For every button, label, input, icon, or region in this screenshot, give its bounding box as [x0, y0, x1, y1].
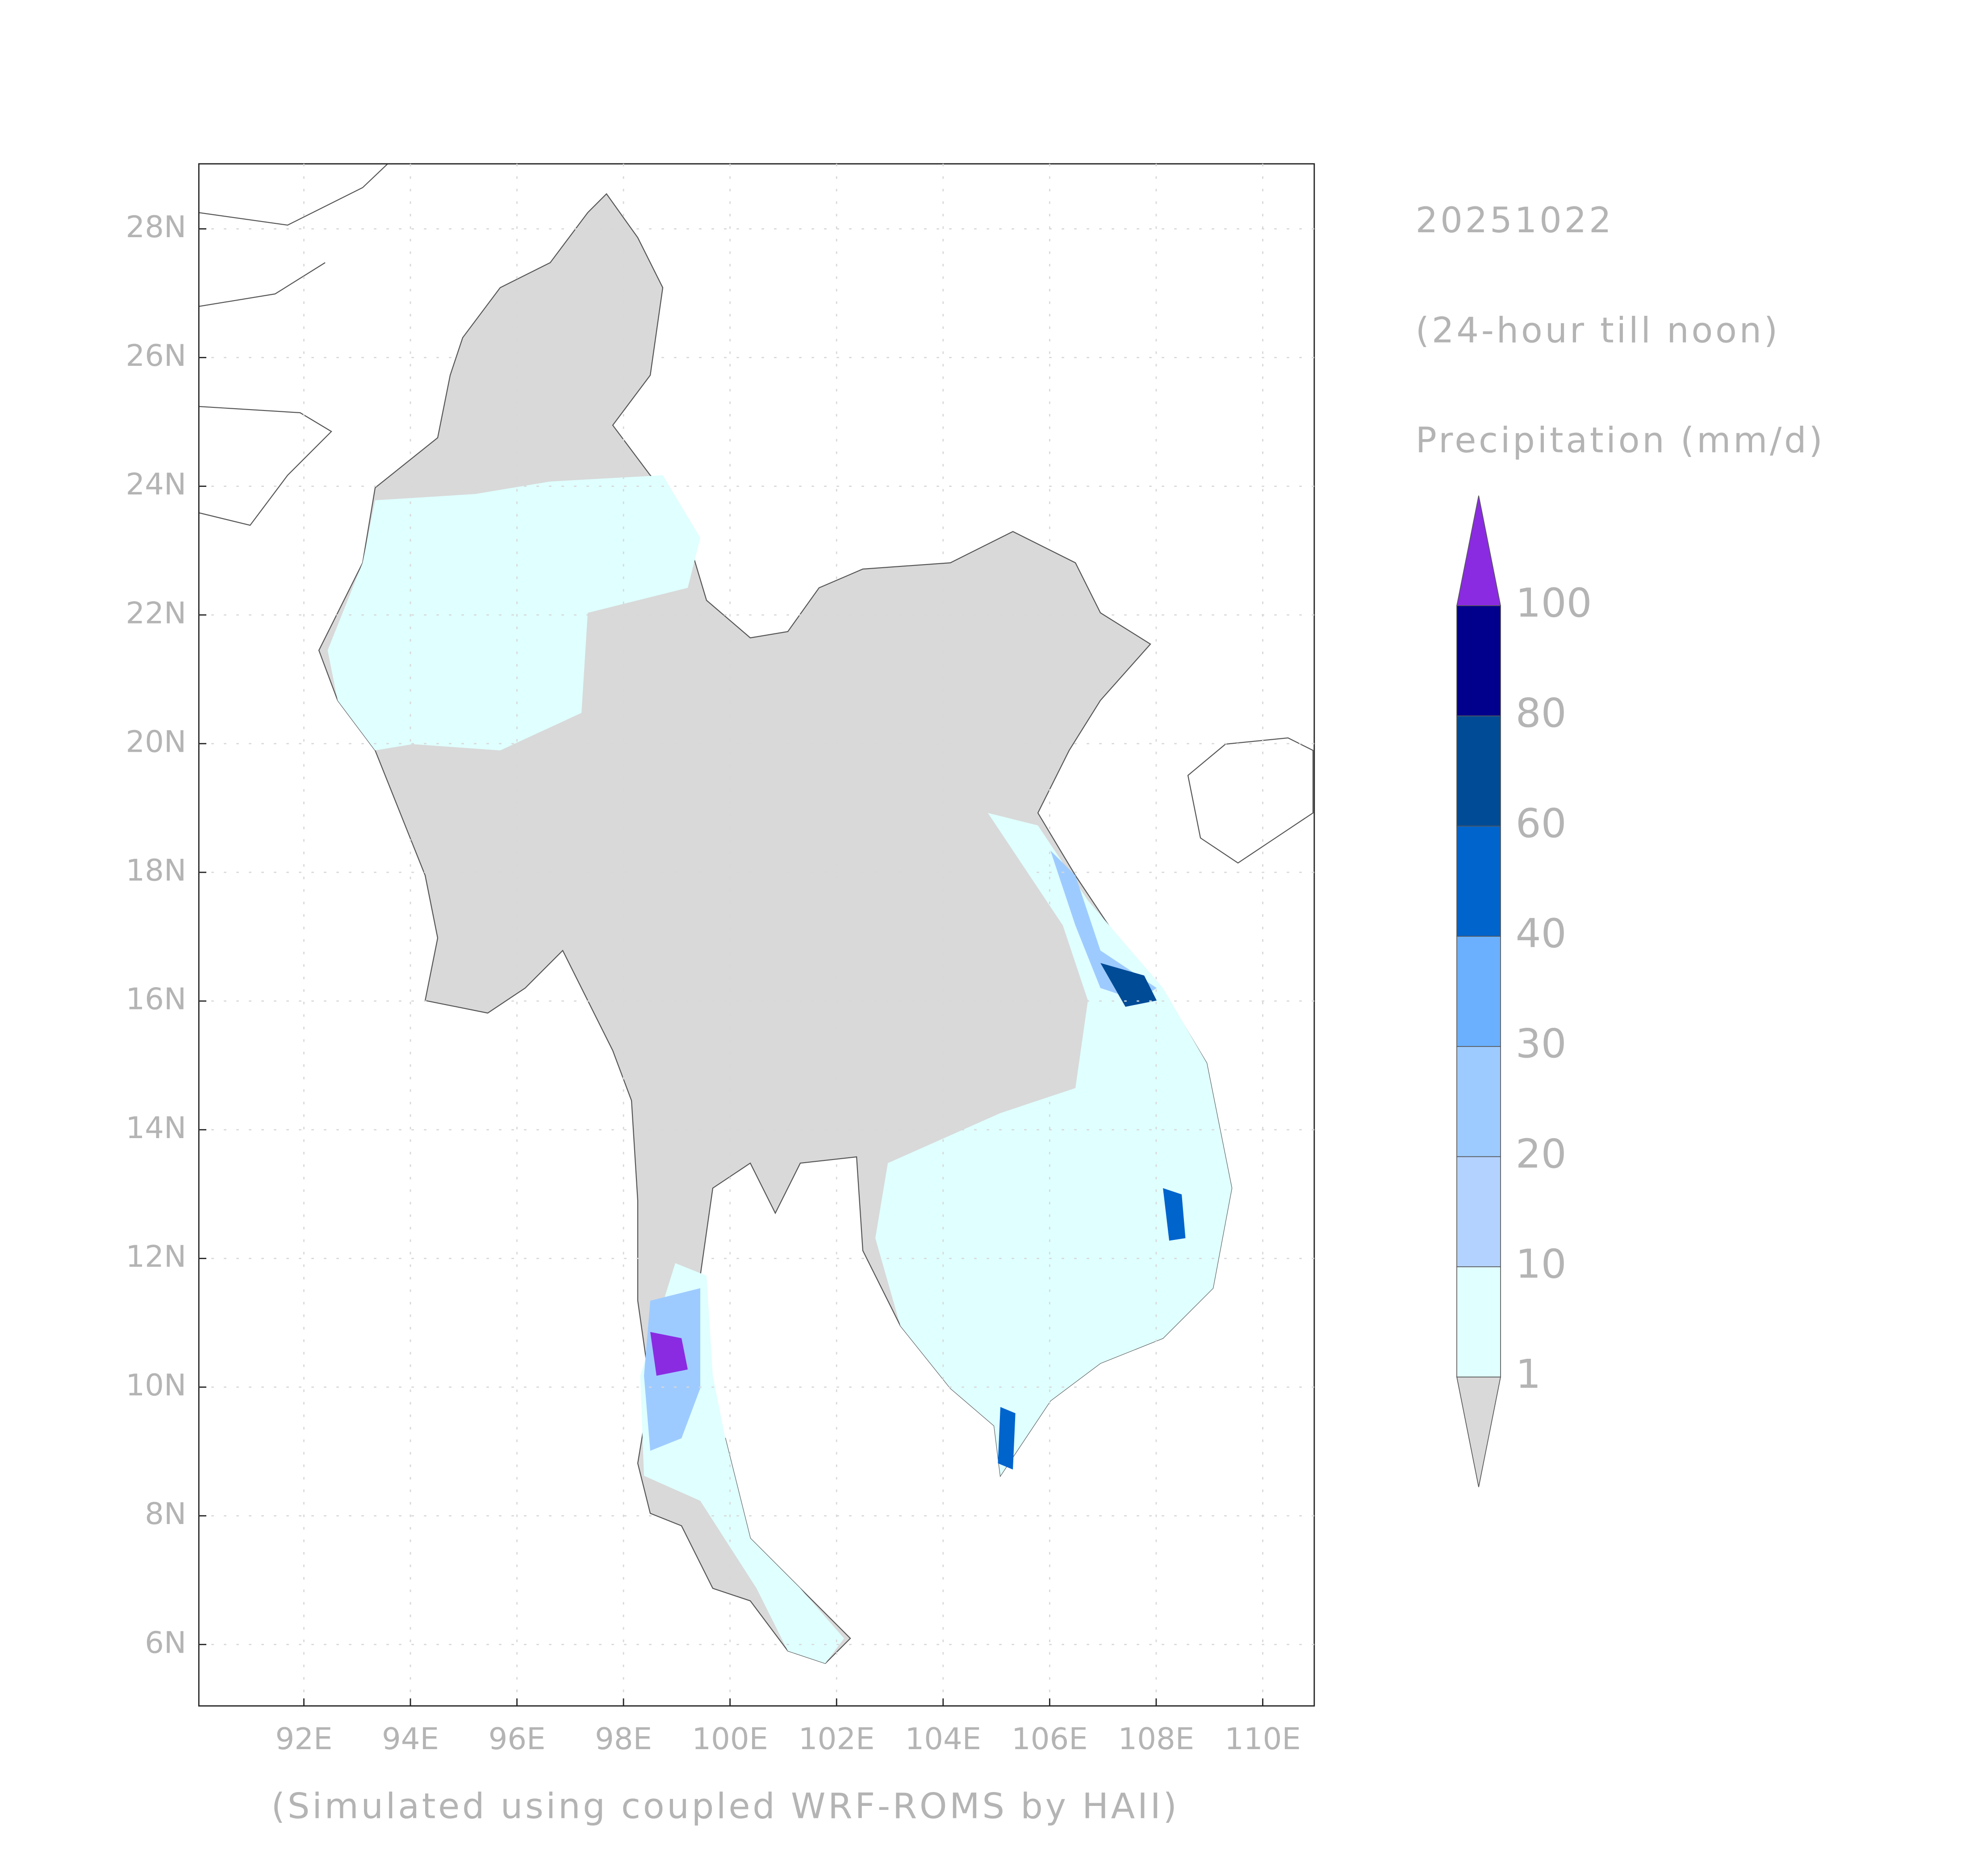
rain-area: [1100, 963, 1157, 1007]
lon-tick-label: 94E: [382, 1721, 439, 1756]
legend-level-label: 1: [1516, 1351, 1541, 1398]
lon-tick-label: 100E: [692, 1721, 768, 1756]
legend-level-label: 40: [1516, 910, 1567, 957]
lat-tick-label: 22N: [125, 595, 186, 630]
lat-tick-label: 6N: [145, 1625, 186, 1660]
lat-tick-label: 20N: [125, 724, 186, 759]
legend-title: Precipitation (mm/d): [1416, 420, 1825, 461]
lon-tick-label: 96E: [489, 1721, 546, 1756]
lat-tick-label: 26N: [125, 338, 186, 373]
map-frame: [198, 163, 1315, 1707]
lat-tick-label: 18N: [125, 853, 186, 888]
legend-level-label: 10: [1516, 1241, 1567, 1288]
lon-tick-label: 92E: [275, 1721, 332, 1756]
lat-tick-label: 12N: [125, 1239, 186, 1274]
rain-area: [327, 475, 701, 750]
legend-band: [1456, 1266, 1501, 1378]
legend-period: (24-hour till noon): [1416, 310, 1780, 351]
legend-level-label: 30: [1516, 1021, 1567, 1067]
map-area: [198, 163, 1314, 1664]
lon-tick-label: 104E: [905, 1721, 981, 1756]
lat-tick-label: 24N: [125, 467, 186, 502]
legend-band: [1456, 825, 1501, 937]
legend-level-label: 60: [1516, 800, 1567, 847]
legend-date: 20251022: [1416, 200, 1614, 241]
rain-area: [650, 1332, 688, 1376]
legend-band: [1456, 936, 1501, 1047]
footnote: (Simulated using coupled WRF-ROMS by HAI…: [272, 1786, 1179, 1826]
lat-tick-label: 8N: [145, 1496, 186, 1531]
legend-over: [1456, 495, 1501, 606]
lat-tick-label: 10N: [125, 1368, 186, 1403]
legend-under: [1456, 1376, 1501, 1487]
lon-tick-label: 98E: [595, 1721, 652, 1756]
lat-tick-label: 28N: [125, 209, 186, 244]
lon-tick-label: 108E: [1118, 1721, 1195, 1756]
legend-level-label: 80: [1516, 690, 1567, 737]
lon-tick-label: 102E: [799, 1721, 875, 1756]
coastline: [1187, 737, 1314, 864]
legend-band: [1456, 1156, 1501, 1267]
lon-tick-label: 110E: [1225, 1721, 1301, 1756]
lon-tick-label: 106E: [1012, 1721, 1088, 1756]
rain-area: [1050, 850, 1157, 1001]
lat-tick-label: 16N: [125, 982, 186, 1017]
legend-band: [1456, 605, 1501, 716]
legend-band: [1456, 715, 1501, 827]
legend-level-label: 20: [1516, 1131, 1567, 1177]
coastline: [198, 163, 388, 526]
rain-area: [998, 1407, 1016, 1470]
lat-tick-label: 14N: [125, 1110, 186, 1145]
rain-area: [1163, 1188, 1186, 1241]
legend-level-label: 100: [1516, 580, 1592, 626]
legend-band: [1456, 1046, 1501, 1157]
